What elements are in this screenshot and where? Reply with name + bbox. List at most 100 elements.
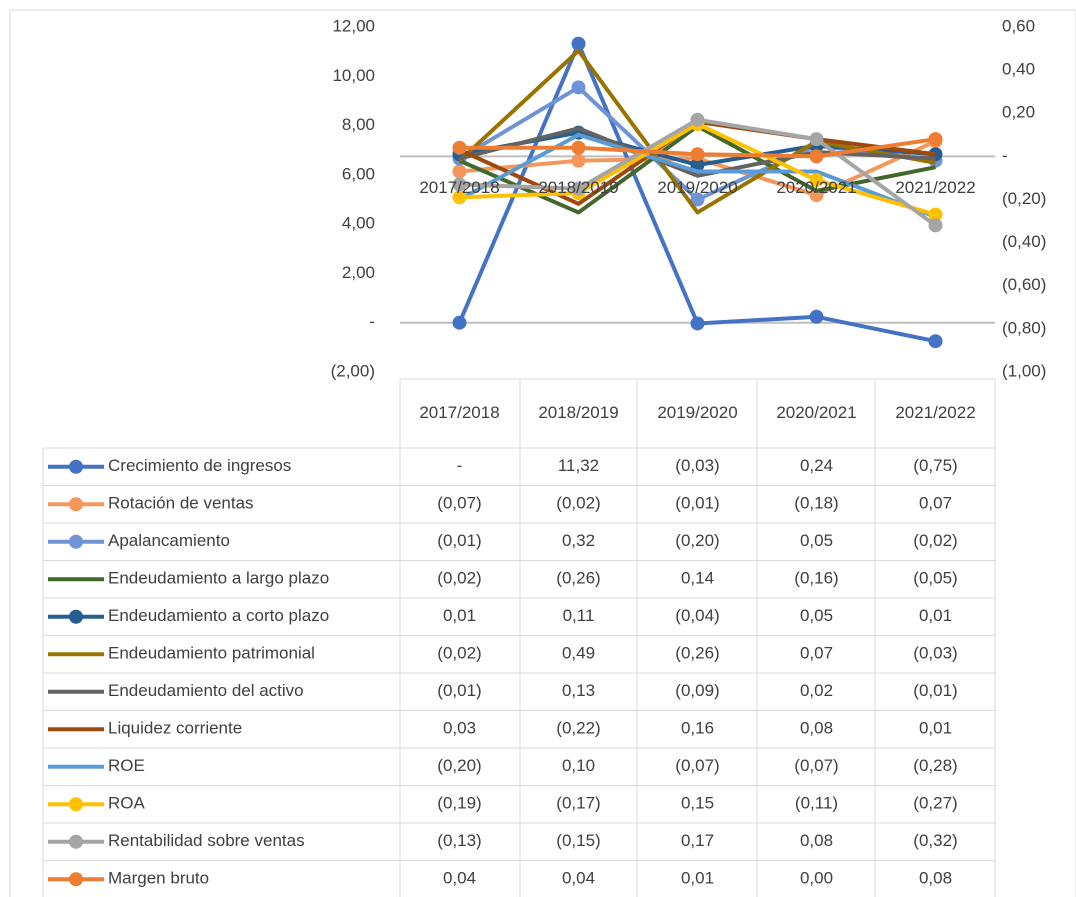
series-marker — [928, 334, 943, 349]
series-marker — [809, 173, 824, 188]
table-cell: (0,26) — [556, 569, 600, 588]
y2-tick-label: 0,20 — [1002, 103, 1035, 122]
x-tick-label: 2018/2019 — [538, 178, 618, 197]
table-cell: 0,01 — [919, 719, 952, 738]
table-cell: (0,01) — [913, 681, 957, 700]
table-cell: (0,02) — [913, 531, 957, 550]
table-cell: 0,49 — [562, 644, 595, 663]
series-marker — [452, 177, 467, 192]
table-cell: 0,10 — [562, 756, 595, 775]
series-marker — [928, 218, 943, 233]
table-cell: (0,03) — [675, 456, 719, 475]
legend-marker — [69, 872, 83, 887]
table-cell: 0,08 — [800, 719, 833, 738]
table-cell: 0,24 — [800, 456, 833, 475]
series-marker — [690, 112, 705, 127]
legend-label: Rentabilidad sobre ventas — [108, 831, 305, 850]
series-marker — [809, 309, 824, 324]
table-cell: 0,07 — [800, 644, 833, 663]
table-cell: 0,16 — [681, 719, 714, 738]
table-cell: 0,13 — [562, 681, 595, 700]
series-marker — [452, 140, 467, 155]
y-tick-label: 4,00 — [342, 214, 375, 233]
table-cell: (0,02) — [437, 644, 481, 663]
y-tick-label: (2,00) — [331, 361, 375, 380]
y-tick-label: 8,00 — [342, 115, 375, 134]
table-cell: (0,16) — [794, 569, 838, 588]
y2-tick-label: (1,00) — [1002, 361, 1046, 380]
table-cell: (0,01) — [675, 494, 719, 513]
table-cell: (0,22) — [556, 719, 600, 738]
table-cell: (0,18) — [794, 494, 838, 513]
table-cell: (0,28) — [913, 756, 957, 775]
table-cell: (0,17) — [556, 794, 600, 813]
table-cell: 0,14 — [681, 569, 714, 588]
table-cell: (0,20) — [675, 531, 719, 550]
x-tick-label: 2019/2020 — [657, 178, 737, 197]
table-header: 2020/2021 — [776, 403, 856, 422]
table-header: 2021/2022 — [895, 403, 975, 422]
legend-marker — [69, 534, 83, 549]
series-marker — [571, 36, 586, 51]
y2-tick-label: 0,40 — [1002, 60, 1035, 79]
legend-label: Apalancamiento — [108, 531, 230, 550]
table-cell: (0,04) — [675, 606, 719, 625]
y2-tick-label: (0,40) — [1002, 232, 1046, 251]
table-cell: (0,13) — [437, 831, 481, 850]
legend-label: ROA — [108, 794, 146, 813]
series-marker — [452, 164, 467, 179]
legend-label: Endeudamiento patrimonial — [108, 644, 315, 663]
series-marker — [452, 190, 467, 205]
series-marker — [690, 316, 705, 331]
y-tick-label: 6,00 — [342, 164, 375, 183]
table-cell: - — [457, 456, 463, 475]
table-cell: (0,07) — [675, 756, 719, 775]
x-tick-label: 2017/2018 — [419, 178, 499, 197]
legend-label: Endeudamiento a largo plazo — [108, 569, 329, 588]
y2-tick-label: 0,60 — [1002, 16, 1035, 35]
series-marker — [809, 132, 824, 147]
y-tick-label: 10,00 — [332, 66, 375, 85]
legend-label: Margen bruto — [108, 869, 209, 888]
y-tick-label: 2,00 — [342, 263, 375, 282]
series-marker — [928, 132, 943, 147]
table-cell: 0,32 — [562, 531, 595, 550]
table-cell: (0,32) — [913, 831, 957, 850]
table-cell: 0,15 — [681, 794, 714, 813]
table-cell: (0,07) — [437, 494, 481, 513]
table-cell: 0,01 — [919, 606, 952, 625]
series-marker — [809, 149, 824, 164]
table-cell: (0,09) — [675, 681, 719, 700]
legend-label: ROE — [108, 756, 145, 775]
table-cell: 0,01 — [681, 869, 714, 888]
series-marker — [571, 140, 586, 155]
legend-label: Liquidez corriente — [108, 719, 242, 738]
table-cell: 0,01 — [443, 606, 476, 625]
series-marker — [690, 192, 705, 207]
series-marker — [571, 80, 586, 95]
legend-marker — [69, 797, 83, 812]
table-cell: 0,08 — [919, 869, 952, 888]
table-cell: (0,01) — [437, 681, 481, 700]
y2-tick-label: (0,60) — [1002, 275, 1046, 294]
series-line — [458, 48, 936, 215]
legend-marker — [69, 609, 83, 624]
series-line — [458, 132, 937, 219]
table-cell: 0,00 — [800, 869, 833, 888]
table-cell: (0,75) — [913, 456, 957, 475]
table-cell: 11,32 — [558, 456, 599, 475]
table-header: 2018/2019 — [538, 403, 618, 422]
x-tick-label: 2021/2022 — [895, 178, 975, 197]
table-cell: (0,02) — [437, 569, 481, 588]
series-marker — [571, 181, 586, 196]
table-cell: (0,20) — [437, 756, 481, 775]
legend-label: Endeudamiento del activo — [108, 681, 304, 700]
legend-marker — [69, 497, 83, 512]
table-cell: 0,11 — [563, 606, 595, 625]
series-marker — [690, 147, 705, 162]
table-cell: 0,02 — [800, 681, 833, 700]
legend-label: Endeudamiento a corto plazo — [108, 606, 329, 625]
table-cell: (0,02) — [556, 494, 600, 513]
table-cell: (0,03) — [913, 644, 957, 663]
